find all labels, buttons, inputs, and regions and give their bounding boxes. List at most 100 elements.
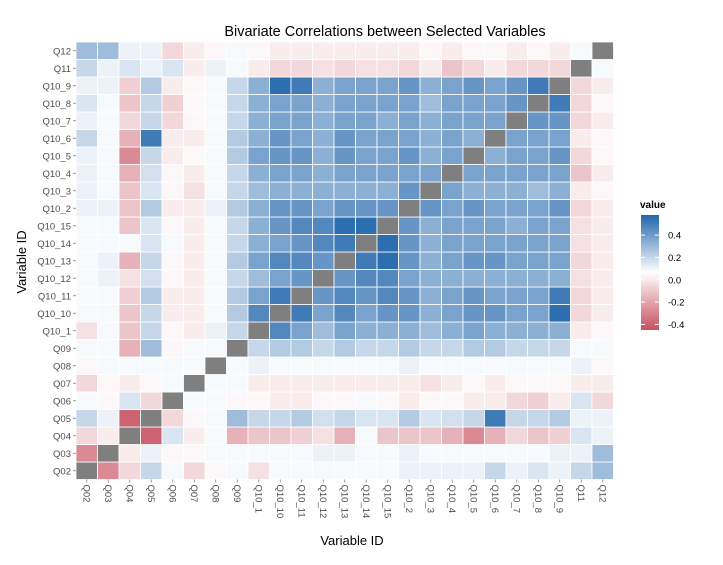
legend-tick-label: 0.2 xyxy=(668,253,681,264)
heatmap-cell xyxy=(527,41,550,60)
x-tick-label: Q10_15 xyxy=(381,485,392,519)
heatmap-cell xyxy=(376,76,399,95)
heatmap-cell xyxy=(355,444,378,463)
heatmap-cell xyxy=(269,444,292,463)
heatmap-cell xyxy=(398,321,421,340)
heatmap-cell xyxy=(570,111,593,130)
heatmap-cell xyxy=(419,181,442,200)
heatmap-cell xyxy=(118,304,141,323)
heatmap-cell xyxy=(441,339,464,358)
heatmap-cell xyxy=(591,251,614,270)
heatmap-cell xyxy=(247,164,270,183)
heatmap-cell xyxy=(140,356,163,375)
y-tick-label: Q10_3 xyxy=(42,186,71,197)
heatmap-cell xyxy=(398,356,421,375)
heatmap-cell xyxy=(570,41,593,60)
heatmap-cell xyxy=(97,164,120,183)
heatmap-cell xyxy=(226,164,249,183)
heatmap-cell xyxy=(505,216,528,235)
heatmap-cell xyxy=(312,129,335,148)
heatmap-cell xyxy=(376,339,399,358)
heatmap-cell xyxy=(355,461,378,480)
x-tick-label: Q05 xyxy=(145,485,156,503)
heatmap-cell xyxy=(355,199,378,218)
heatmap-cell xyxy=(441,111,464,130)
heatmap-cell xyxy=(226,356,249,375)
heatmap-cell xyxy=(290,444,313,463)
heatmap-cell xyxy=(226,321,249,340)
heatmap-cell xyxy=(570,129,593,148)
heatmap-cell xyxy=(548,234,571,253)
heatmap-cell xyxy=(247,304,270,323)
heatmap-cell xyxy=(290,339,313,358)
heatmap-cell xyxy=(97,59,120,78)
heatmap-cell xyxy=(527,94,550,113)
heatmap-cell xyxy=(398,269,421,288)
heatmap-cell xyxy=(376,146,399,165)
heatmap-cell xyxy=(118,356,141,375)
heatmap-cell xyxy=(312,76,335,95)
heatmap-cell xyxy=(312,444,335,463)
heatmap-cell xyxy=(333,304,356,323)
heatmap-cell xyxy=(226,461,249,480)
heatmap-cell xyxy=(570,181,593,200)
heatmap-cell xyxy=(355,41,378,60)
heatmap-cell xyxy=(247,181,270,200)
heatmap-cell xyxy=(376,444,399,463)
heatmap-cell xyxy=(548,304,571,323)
heatmap-cell xyxy=(75,374,98,393)
heatmap-cell xyxy=(290,321,313,340)
heatmap-cell xyxy=(398,251,421,270)
heatmap-cell xyxy=(548,111,571,130)
heatmap-cell xyxy=(398,76,421,95)
heatmap-cell xyxy=(355,181,378,200)
heatmap-cell xyxy=(204,304,227,323)
heatmap-cell xyxy=(118,251,141,270)
heatmap-cell xyxy=(355,129,378,148)
heatmap-cell xyxy=(419,94,442,113)
x-tick-label: Q10_14 xyxy=(360,485,371,519)
x-tick-label: Q08 xyxy=(209,485,220,503)
x-tick-label: Q03 xyxy=(102,485,113,503)
heatmap-cell xyxy=(118,129,141,148)
heatmap-cell xyxy=(398,391,421,410)
heatmap-cell xyxy=(140,339,163,358)
heatmap-cell xyxy=(140,216,163,235)
heatmap-cell xyxy=(247,76,270,95)
heatmap-cell xyxy=(290,286,313,305)
heatmap-cell xyxy=(484,374,507,393)
heatmap-cell xyxy=(462,41,485,60)
heatmap-cell xyxy=(441,286,464,305)
y-tick-label: Q11 xyxy=(54,64,71,75)
heatmap-cell xyxy=(290,164,313,183)
heatmap-cell xyxy=(376,286,399,305)
heatmap-cell xyxy=(118,426,141,445)
heatmap-cell xyxy=(290,234,313,253)
heatmap-cell xyxy=(355,234,378,253)
heatmap-cell xyxy=(75,129,98,148)
heatmap-cell xyxy=(75,146,98,165)
heatmap-cell xyxy=(462,444,485,463)
legend-ticks: 0.4 0.2 0.0 -0.2 -0.4 xyxy=(641,231,684,331)
heatmap-cell xyxy=(441,251,464,270)
y-tick-label: Q07 xyxy=(53,379,71,390)
heatmap-cell xyxy=(527,356,550,375)
heatmap-cell xyxy=(247,94,270,113)
heatmap-cell xyxy=(527,76,550,95)
heatmap-cell xyxy=(398,199,421,218)
heatmap-cell xyxy=(161,164,184,183)
heatmap-cell xyxy=(527,409,550,428)
heatmap-cell xyxy=(333,251,356,270)
heatmap-cell xyxy=(204,374,227,393)
heatmap-cell xyxy=(548,59,571,78)
heatmap-cell xyxy=(419,269,442,288)
heatmap-cell xyxy=(591,234,614,253)
heatmap-cell xyxy=(441,41,464,60)
heatmap-cell xyxy=(269,146,292,165)
heatmap-cell xyxy=(570,251,593,270)
heatmap-cell xyxy=(591,216,614,235)
heatmap-cell xyxy=(97,391,120,410)
heatmap-cell xyxy=(312,59,335,78)
heatmap-cell xyxy=(376,164,399,183)
heatmap-cell xyxy=(140,461,163,480)
